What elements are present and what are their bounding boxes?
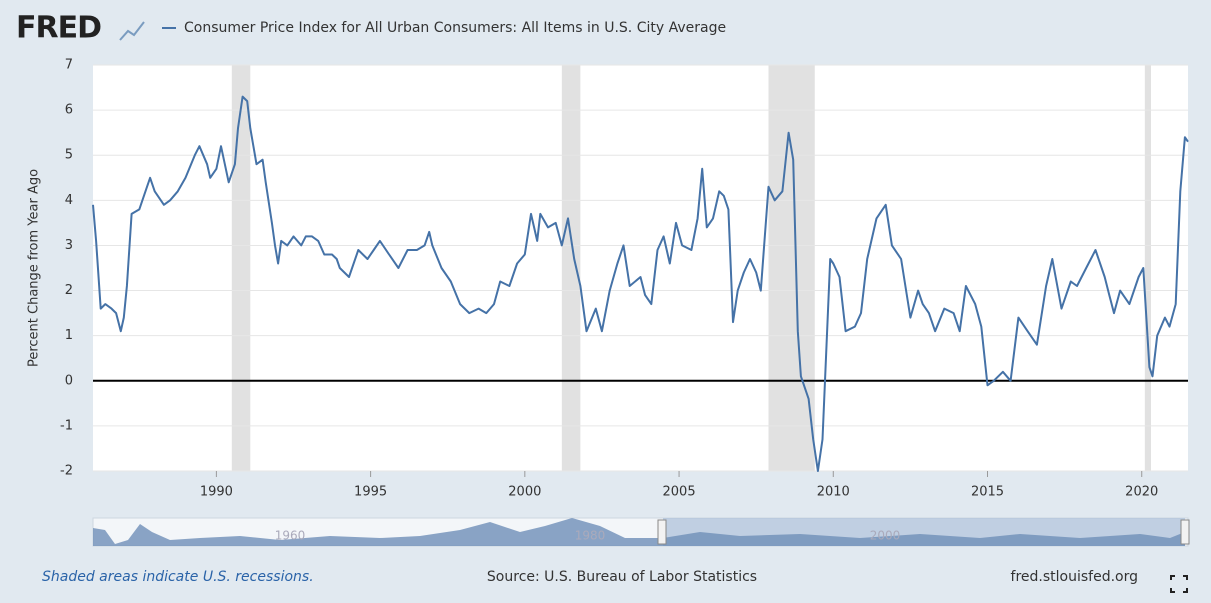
x-tick-label: 2020: [1125, 485, 1158, 500]
y-tick-label: 7: [65, 58, 73, 73]
navigator-handle[interactable]: [657, 519, 667, 545]
y-tick-label: 2: [65, 283, 73, 298]
y-tick-label: 3: [65, 238, 73, 253]
navigator-label: 2000: [870, 529, 901, 543]
x-tick-label: 2005: [663, 485, 696, 500]
x-tick-label: 1990: [200, 485, 233, 500]
y-tick-label: 0: [65, 373, 73, 388]
navigator-label: 1980: [575, 529, 606, 543]
recession-band: [1144, 65, 1151, 471]
site-link[interactable]: fred.stlouisfed.org: [1011, 569, 1138, 585]
source: Source: U.S. Bureau of Labor Statistics: [487, 569, 757, 585]
recession-note[interactable]: Shaded areas indicate U.S. recessions.: [42, 569, 314, 585]
series-line: [92, 95, 1189, 472]
y-tick-label: 5: [65, 148, 73, 163]
navigator-handle[interactable]: [1180, 519, 1190, 545]
recession-band: [561, 65, 581, 471]
y-tick-label: -2: [60, 464, 73, 479]
x-tick-label: 2000: [508, 485, 541, 500]
logo[interactable]: FRED: [16, 11, 102, 46]
fullscreen-icon[interactable]: [1170, 575, 1188, 593]
y-tick-label: 4: [65, 193, 73, 208]
navigator-series: [93, 518, 1185, 546]
x-tick-label: 2015: [971, 485, 1004, 500]
x-tick-label: 2010: [817, 485, 850, 500]
recession-band: [231, 65, 251, 471]
logo-icon: [119, 21, 145, 41]
legend-label[interactable]: Consumer Price Index for All Urban Consu…: [184, 20, 726, 36]
x-tick-label: 1995: [354, 485, 387, 500]
recession-band: [768, 65, 815, 471]
y-tick-label: 1: [65, 328, 73, 343]
navigator-label: 1960: [275, 529, 306, 543]
y-axis-label: Percent Change from Year Ago: [27, 169, 42, 367]
plot-area: [93, 65, 1188, 471]
y-tick-label: 6: [65, 103, 73, 118]
y-tick-label: -1: [60, 418, 73, 433]
